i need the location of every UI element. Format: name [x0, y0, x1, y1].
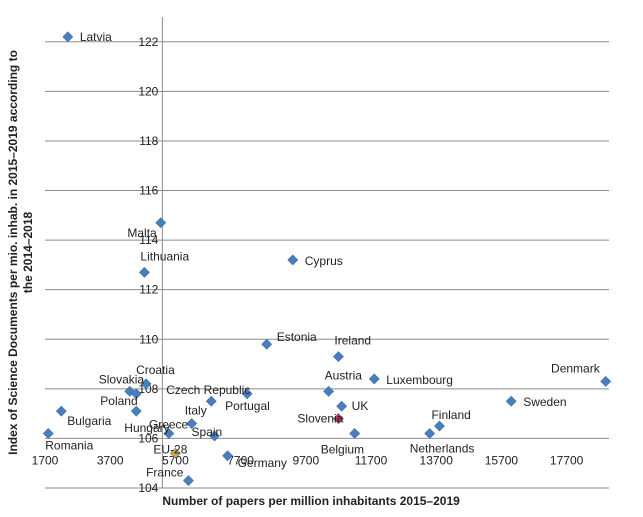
axes — [45, 17, 609, 489]
point-label-austria: Austria — [325, 368, 363, 382]
scatter-point-croatia — [140, 378, 152, 390]
point-label-sweden: Sweden — [523, 395, 566, 409]
data-points — [42, 31, 612, 486]
scatter-point-france — [183, 475, 194, 486]
y-axis-title-line2: the 2014–2018 — [21, 211, 35, 293]
scatter-point-eu-28 — [169, 447, 181, 459]
x-tick-label: 11700 — [355, 453, 388, 467]
x-tick-label: 7700 — [227, 453, 254, 467]
scatter-point-malta — [155, 217, 167, 229]
point-label-malta: Malta — [127, 226, 157, 240]
x-tick-label: 1700 — [32, 453, 59, 467]
scatter-point-sweden — [505, 395, 517, 407]
scatter-point-estonia — [261, 338, 273, 350]
y-axis-title-line1: Index of Science Documents per mio. inha… — [6, 50, 20, 455]
point-label-croatia: Croatia — [136, 363, 175, 377]
scatter-point-hungary — [130, 405, 142, 417]
y-tick-label: 112 — [139, 283, 158, 297]
x-tick-label: 5700 — [162, 453, 189, 467]
gridlines — [45, 41, 609, 439]
point-label-slovenia: Slovenia — [297, 412, 343, 426]
point-label-lithuania: Lithuania — [140, 249, 189, 263]
y-tick-label: 110 — [139, 332, 158, 346]
point-label-eu-28: EU-28 — [153, 442, 187, 456]
scatter-point-poland — [130, 388, 142, 400]
scatter-point-germany — [222, 450, 233, 462]
y-tick-label: 122 — [138, 35, 158, 49]
y-tick-label: 104 — [138, 481, 158, 495]
scatter-point-romania — [42, 428, 54, 439]
scatter-point-cyprus — [287, 254, 299, 266]
point-label-uk: UK — [352, 399, 369, 413]
point-labels: Latvia Malta Lithuania Cyprus Estonia Ireland… — [45, 30, 600, 480]
x-tick-label: 15700 — [485, 453, 519, 467]
point-label-netherlands: Netherlands — [410, 441, 475, 455]
x-tick-label: 17700 — [550, 453, 584, 467]
y-tick-label: 116 — [139, 184, 158, 198]
scatter-point-slovenia — [332, 413, 344, 425]
point-label-germany: Germany — [238, 456, 287, 470]
point-label-estonia: Estonia — [277, 330, 317, 344]
scatter-point-ireland — [332, 351, 344, 363]
x-axis-title: Number of papers per million inhabitants… — [162, 494, 460, 508]
point-label-belgium: Belgium — [321, 442, 364, 456]
scatter-point-lithuania — [139, 266, 150, 278]
scatter-point-italy — [186, 418, 198, 429]
point-label-bulgaria: Bulgaria — [67, 414, 111, 428]
scatter-point-netherlands — [424, 428, 436, 439]
x-tick-label: 3700 — [97, 453, 124, 467]
point-label-hungary: Hungary — [124, 421, 169, 435]
x-tick-label: 13700 — [420, 453, 454, 467]
x-tick-labels: 1700 3700 5700 7700 9700 11700 13700 15700 17700 — [32, 453, 584, 467]
scatter-point-uk — [336, 400, 348, 412]
point-label-ireland: Ireland — [334, 334, 371, 348]
scatter-point-finland — [434, 420, 445, 432]
point-label-latvia: Latvia — [80, 30, 112, 44]
point-label-greece: Greece — [149, 417, 189, 431]
point-label-slovakia: Slovakia — [99, 372, 145, 386]
point-label-czech-republic: Czech Republic — [166, 383, 250, 397]
scatter-point-austria — [323, 385, 335, 397]
scatter-point-czech-republic — [205, 395, 217, 407]
scatter-point-greece — [163, 428, 175, 439]
scatter-point-luxembourg — [368, 373, 380, 385]
point-label-luxembourg: Luxembourg — [386, 373, 453, 387]
y-tick-label: 106 — [138, 431, 158, 445]
scatter-point-spain — [209, 430, 220, 442]
x-tick-label: 9700 — [292, 453, 319, 467]
point-label-finland: Finland — [431, 408, 470, 422]
scatter-point-latvia — [62, 31, 74, 43]
scatter-point-belgium — [349, 428, 361, 439]
scatter-point-bulgaria — [55, 405, 67, 417]
point-label-denmark: Denmark — [551, 361, 601, 375]
point-label-france: France — [146, 466, 184, 480]
point-label-italy: Italy — [185, 404, 207, 418]
point-label-portugal: Portugal — [225, 399, 270, 413]
scatter-point-denmark — [600, 375, 612, 387]
point-label-poland: Poland — [100, 394, 137, 408]
point-label-romania: Romania — [45, 438, 93, 452]
y-tick-label: 114 — [139, 233, 158, 247]
y-tick-label: 118 — [139, 134, 158, 148]
y-tick-label: 120 — [138, 84, 158, 98]
point-label-cyprus: Cyprus — [305, 254, 343, 268]
scatter-point-portugal — [241, 388, 253, 400]
point-label-spain: Spain — [192, 425, 223, 439]
